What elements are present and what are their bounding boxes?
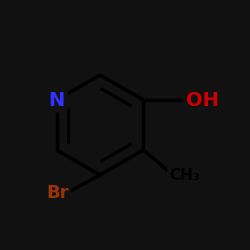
Text: Br: Br bbox=[46, 184, 69, 202]
Text: N: N bbox=[48, 90, 65, 110]
Text: OH: OH bbox=[186, 90, 218, 110]
Text: CH₃: CH₃ bbox=[169, 168, 200, 182]
